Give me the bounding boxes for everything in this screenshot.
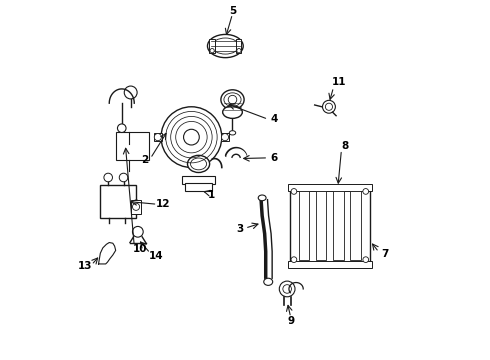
Text: 3: 3	[236, 224, 244, 234]
Bar	[131, 200, 142, 214]
Ellipse shape	[207, 35, 243, 58]
Circle shape	[228, 95, 237, 104]
Circle shape	[104, 173, 113, 182]
Circle shape	[237, 49, 241, 53]
Bar	[290, 187, 370, 264]
Bar	[298, 191, 309, 260]
Bar	[350, 191, 361, 260]
Ellipse shape	[229, 131, 236, 135]
Text: 11: 11	[331, 77, 346, 87]
Ellipse shape	[258, 195, 266, 201]
Circle shape	[154, 134, 161, 141]
Circle shape	[279, 281, 295, 297]
Ellipse shape	[264, 278, 272, 285]
Circle shape	[363, 189, 368, 194]
Circle shape	[291, 189, 297, 194]
Circle shape	[118, 124, 126, 132]
Circle shape	[291, 257, 297, 262]
Circle shape	[283, 285, 292, 293]
Circle shape	[221, 134, 228, 141]
Circle shape	[132, 203, 140, 210]
Bar	[182, 176, 215, 184]
Text: 2: 2	[141, 156, 148, 165]
Bar	[236, 39, 242, 53]
Bar	[154, 133, 162, 141]
Text: 7: 7	[382, 249, 389, 259]
Bar	[209, 39, 215, 53]
Text: 4: 4	[270, 114, 278, 124]
Circle shape	[132, 226, 143, 237]
Text: 14: 14	[148, 251, 163, 261]
Bar	[185, 183, 212, 191]
Ellipse shape	[222, 106, 243, 118]
Circle shape	[119, 173, 128, 182]
Bar	[221, 133, 229, 141]
Bar	[288, 261, 372, 267]
Circle shape	[322, 100, 335, 113]
Ellipse shape	[221, 90, 244, 109]
Text: 12: 12	[156, 199, 171, 209]
Bar	[316, 191, 326, 260]
Circle shape	[363, 257, 368, 262]
Bar	[288, 184, 372, 191]
Polygon shape	[98, 243, 116, 264]
Text: 9: 9	[288, 316, 295, 327]
Ellipse shape	[188, 156, 210, 172]
Bar	[117, 132, 148, 160]
Bar	[100, 185, 136, 217]
Text: 1: 1	[207, 190, 215, 200]
Bar	[333, 191, 343, 260]
Circle shape	[161, 107, 222, 167]
Text: 10: 10	[132, 244, 147, 253]
Text: 5: 5	[229, 6, 236, 16]
Text: 8: 8	[342, 141, 349, 151]
Text: 6: 6	[270, 153, 278, 163]
Text: 13: 13	[78, 261, 93, 271]
Circle shape	[184, 129, 199, 145]
Circle shape	[210, 49, 214, 53]
Circle shape	[124, 86, 137, 99]
